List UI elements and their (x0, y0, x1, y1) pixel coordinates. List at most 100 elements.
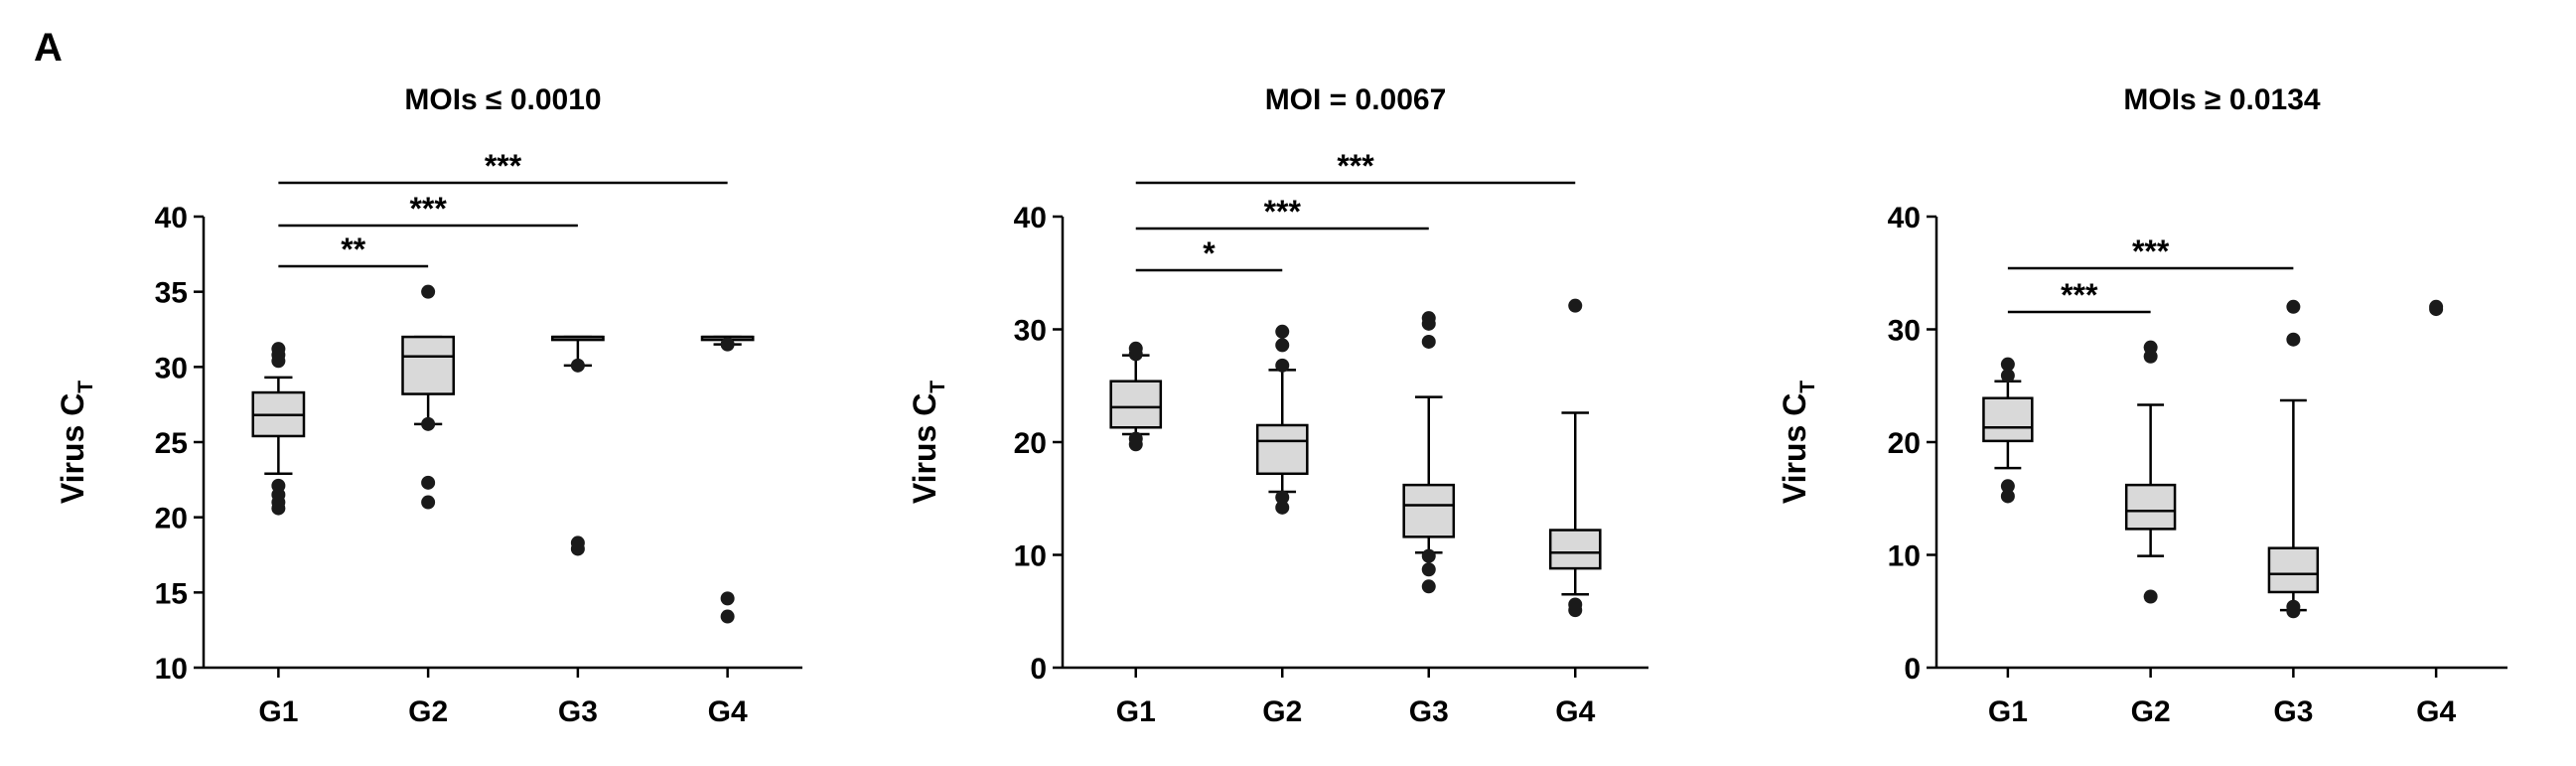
box-iqr (2124, 483, 2177, 531)
box-iqr (401, 335, 456, 395)
box-iqr (1255, 423, 1309, 476)
box-G1 (251, 342, 306, 516)
outlier-point (720, 609, 735, 624)
chart-title: MOI = 0.0067 (1265, 83, 1447, 116)
outlier-point (1275, 338, 1290, 353)
significance-label: *** (485, 148, 522, 184)
y-tick-label: 10 (1014, 540, 1047, 573)
x-tick-label: G4 (2416, 695, 2456, 728)
x-tick-label: G4 (1555, 695, 1595, 728)
box-G1 (1982, 357, 2034, 504)
outlier-point (2000, 479, 2015, 494)
x-tick-label: G3 (558, 695, 598, 728)
box-iqr (1548, 529, 1602, 570)
outlier-point (720, 591, 735, 606)
x-tick-label: G1 (1988, 695, 2028, 728)
box-G4 (2429, 299, 2444, 317)
x-tick-label: G2 (408, 695, 448, 728)
outlier-point (1421, 579, 1436, 594)
significance-label: *** (2061, 277, 2098, 313)
box-G3 (1402, 311, 1456, 594)
y-axis-label: Virus CT (55, 381, 97, 504)
box-G2 (2124, 340, 2177, 604)
outlier-point (2143, 589, 2158, 604)
y-tick-label: 30 (1014, 315, 1047, 348)
significance-label: *** (1337, 148, 1374, 184)
box-iqr (2267, 546, 2320, 594)
x-tick-label: G4 (708, 695, 748, 728)
significance-label: *** (409, 191, 447, 227)
outlier-point (1275, 490, 1290, 505)
x-tick-label: G1 (258, 695, 298, 728)
outlier-point (2286, 299, 2301, 314)
outlier-point (1275, 358, 1290, 373)
outlier-point (2429, 299, 2444, 314)
box-G3 (2267, 299, 2320, 619)
outlier-point (2143, 340, 2158, 355)
x-tick-label: G1 (1116, 695, 1156, 728)
box-G4 (700, 335, 755, 624)
significance-label: * (1203, 235, 1216, 271)
outlier-point (1421, 548, 1436, 563)
outlier-point (271, 342, 286, 357)
outlier-point (1128, 341, 1143, 356)
outlier-point (421, 495, 436, 510)
outlier-point (421, 475, 436, 490)
x-tick-label: G2 (1262, 695, 1302, 728)
chart-title: MOIs ≤ 0.0010 (404, 83, 601, 116)
box-G1 (1109, 341, 1163, 452)
y-tick-label: 40 (1014, 202, 1047, 234)
y-tick-label: 10 (1888, 540, 1921, 573)
chart-title: MOIs ≥ 0.0134 (2123, 83, 2321, 116)
outlier-point (1421, 334, 1436, 349)
outlier-point (1568, 597, 1583, 612)
panel-label: A (34, 26, 63, 70)
y-tick-label: 20 (1014, 427, 1047, 460)
y-tick-label: 10 (155, 653, 188, 686)
outlier-point (1568, 298, 1583, 313)
y-axis-label: Virus CT (907, 381, 949, 504)
y-axis-label-subscript: T (74, 381, 97, 393)
box-G4 (1548, 298, 1602, 618)
outlier-point (2000, 369, 2015, 383)
outlier-point (570, 536, 585, 550)
outlier-point (421, 416, 436, 431)
box-iqr (1402, 483, 1456, 538)
outlier-point (2000, 357, 2015, 372)
y-axis-label-main: Virus C (1777, 393, 1812, 504)
x-tick-label: G2 (2131, 695, 2171, 728)
y-tick-label: 20 (155, 503, 188, 536)
significance-label: ** (341, 231, 365, 267)
y-tick-label: 25 (155, 427, 188, 460)
y-axis-label-subscript: T (1796, 381, 1819, 393)
chart-panel-1: MOIs ≤ 0.0010 10 15 20 25 30 35 40 Virus CT G1 G2 G… (55, 83, 802, 728)
outlier-point (1421, 311, 1436, 326)
outlier-point (1128, 431, 1143, 446)
outlier-point (2000, 489, 2015, 504)
outlier-point (2286, 332, 2301, 347)
outlier-point (1421, 562, 1436, 577)
outlier-point (271, 478, 286, 493)
y-tick-label: 20 (1888, 427, 1921, 460)
box-iqr (1982, 396, 2034, 443)
outlier-point (421, 284, 436, 299)
y-axis-label: Virus CT (1777, 381, 1819, 504)
outlier-point (1275, 500, 1290, 515)
y-axis-label-main: Virus C (55, 393, 90, 504)
y-tick-label: 0 (1030, 653, 1047, 686)
y-tick-label: 15 (155, 577, 188, 610)
box-G2 (1255, 324, 1309, 515)
y-axis-label-main: Virus C (907, 393, 942, 504)
outlier-point (1275, 324, 1290, 339)
outlier-point (2286, 599, 2301, 614)
box-iqr (1109, 380, 1163, 429)
y-tick-label: 40 (155, 202, 188, 234)
y-tick-label: 35 (155, 277, 188, 310)
y-tick-label: 0 (1904, 653, 1921, 686)
y-tick-label: 40 (1888, 202, 1921, 234)
outlier-point (720, 337, 735, 352)
y-axis-label-subscript: T (927, 381, 949, 393)
box-G3 (550, 335, 605, 556)
